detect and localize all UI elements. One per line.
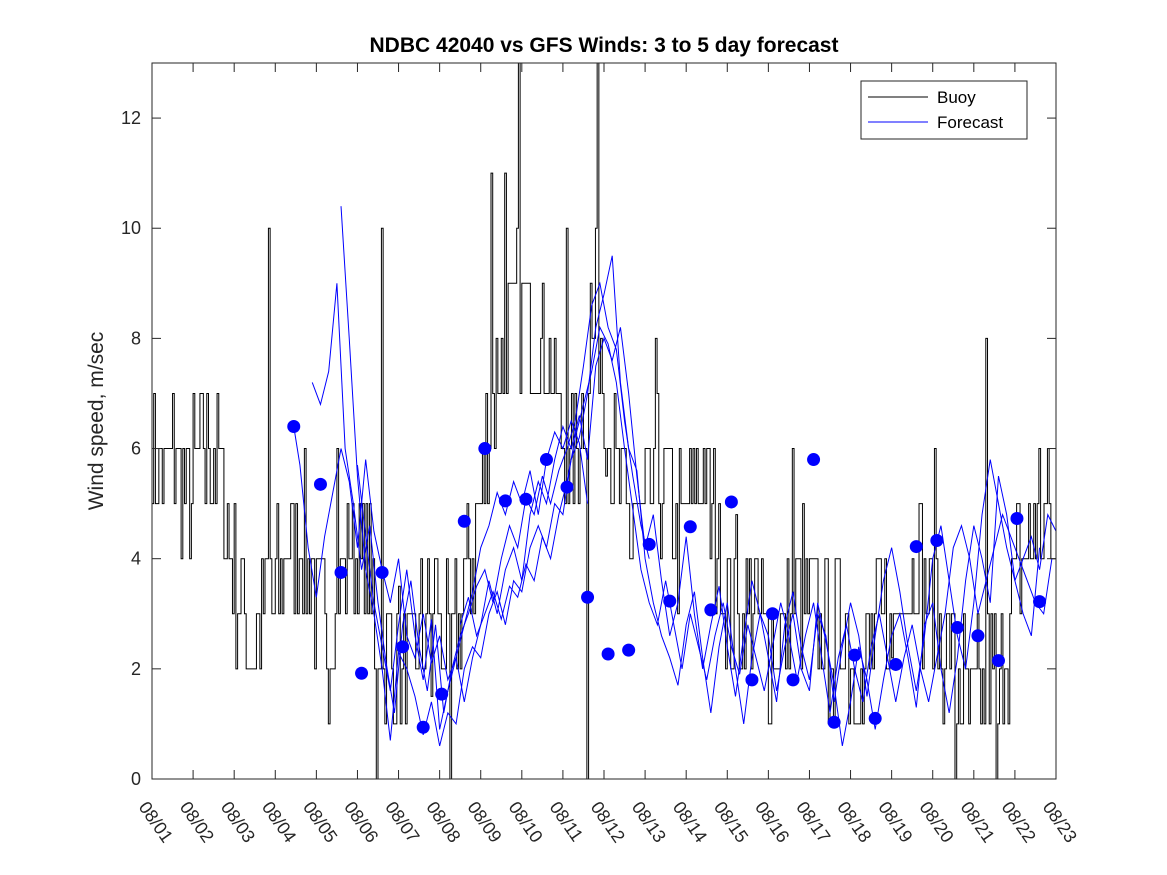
forecast-dot-1 [287,420,301,434]
y-tick-label: 0 [131,769,141,789]
forecast-dot-10 [478,442,492,456]
x-tick-label: 08/20 [915,798,957,846]
forecast-dot-23 [745,673,759,687]
buoy-series [152,62,1056,780]
forecast-line-3 [340,206,1057,747]
forecast-dot-19 [663,594,677,608]
forecast-dot-30 [889,657,903,671]
forecast-dot-20 [683,520,697,534]
x-tick-label: 08/21 [957,798,999,846]
forecast-dot-6 [396,640,410,654]
x-tick-label: 08/11 [546,798,587,845]
forecast-dot-3 [334,565,348,579]
forecast-dot-21 [704,603,718,617]
y-tick-label: 4 [131,549,141,569]
x-tick-label: 08/17 [792,798,834,846]
x-tick-label: 08/01 [135,798,177,846]
legend-buoy-label: Buoy [937,88,976,107]
forecast-line-1 [293,419,589,682]
forecast-dot-7 [416,720,430,734]
x-tick-label: 08/19 [874,798,916,846]
x-tick-label: 08/15 [710,798,752,846]
forecast-dot-11 [498,494,512,508]
x-tick-label: 08/22 [998,798,1040,846]
forecast-dot-24 [765,607,779,621]
forecast-dot-16 [601,647,615,661]
y-axis-label: Wind speed, m/sec [85,332,108,511]
forecast-dot-12 [519,492,533,506]
y-tick-label: 8 [131,328,141,348]
forecast-series [293,206,1057,747]
y-tick-label: 2 [131,659,141,679]
x-tick-label: 08/03 [217,798,259,846]
y-tick-label: 6 [131,439,141,459]
forecast-dot-33 [950,621,964,635]
forecast-dot-14 [560,480,574,494]
forecast-dot-22 [724,495,738,509]
forecast-dot-32 [930,534,944,548]
x-tick-label: 08/09 [463,798,505,846]
x-tick-label: 08/02 [176,798,218,846]
forecast-dot-25 [786,673,800,687]
forecast-dot-37 [1033,595,1047,609]
chart-title: NDBC 42040 vs GFS Winds: 3 to 5 day fore… [370,34,839,57]
x-tick-label: 08/18 [833,798,875,846]
forecast-dot-13 [539,453,553,467]
x-tick-label: 08/12 [587,798,629,846]
y-tick-label: 12 [121,108,141,128]
x-tick-label: 08/13 [628,798,670,846]
forecast-line-5 [459,325,1053,713]
x-tick-label: 08/07 [381,798,423,846]
forecast-dot-2 [313,477,327,491]
x-tick-label: 08/05 [299,798,341,846]
legend-box [860,80,1028,140]
x-tick-label: 08/14 [669,798,711,846]
forecast-dot-18 [642,537,656,551]
forecast-dot-36 [1010,511,1024,525]
forecast-dots [287,420,1047,734]
x-tick-label: 08/06 [340,798,382,846]
x-tick-label: 08/23 [1039,798,1081,846]
legend-forecast-label: Forecast [937,113,1003,132]
forecast-line-2 [311,281,650,714]
forecast-dot-29 [868,711,882,725]
forecast-dot-15 [581,590,595,604]
forecast-dot-17 [622,643,636,657]
forecast-dot-31 [909,540,923,554]
legend: Buoy Forecast [860,80,1028,140]
forecast-dot-4 [355,666,369,680]
forecast-dot-5 [375,565,389,579]
x-tick-label: 08/16 [751,798,793,846]
forecast-dot-28 [848,648,862,662]
x-tick-label: 08/08 [422,798,464,846]
y-tick-label: 10 [121,218,141,238]
x-tick-label: 08/10 [505,798,547,846]
buoy-line [152,62,1056,780]
forecast-dot-34 [971,629,985,643]
forecast-dot-8 [435,687,449,701]
forecast-dot-9 [457,514,471,528]
x-tick-label: 08/04 [258,798,300,846]
forecast-dot-27 [827,715,841,729]
forecast-line-4 [356,327,1041,730]
forecast-dot-35 [991,654,1005,668]
forecast-dot-26 [807,453,821,467]
